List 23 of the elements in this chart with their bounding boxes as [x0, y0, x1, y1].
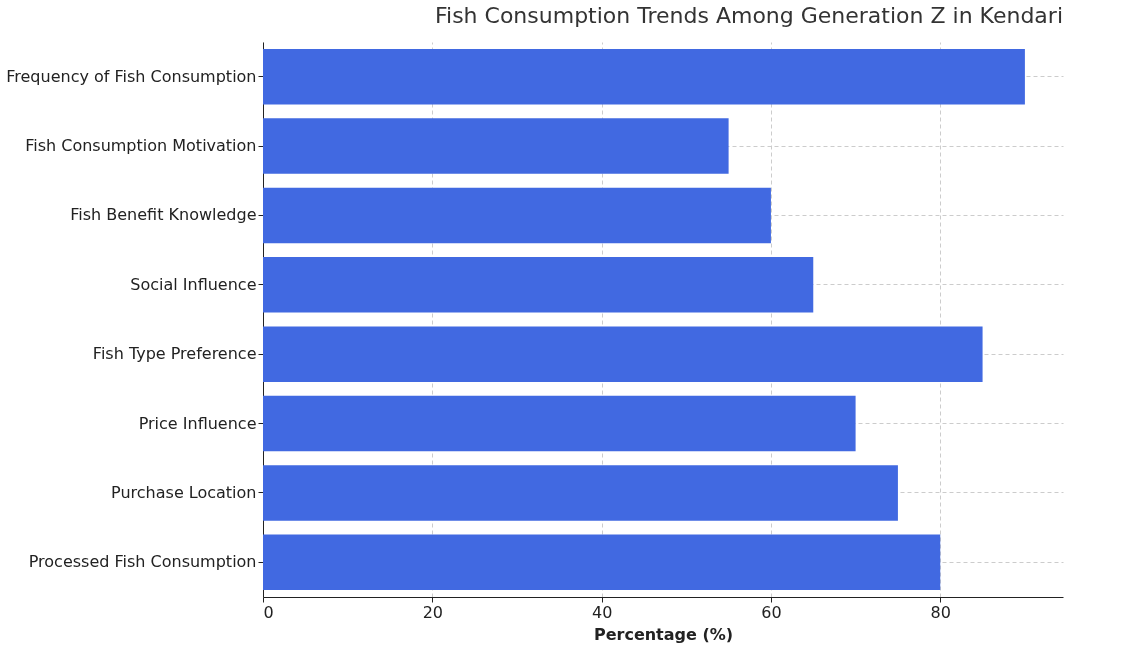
bar [263, 534, 941, 591]
x-tick-label: 80 [930, 602, 951, 622]
x-axis-title: Percentage (%) [593, 624, 734, 644]
y-tick-label: Purchase Location [111, 482, 257, 502]
bar [263, 187, 771, 244]
bar [263, 395, 856, 452]
x-tick-label: 0 [263, 602, 274, 622]
chart-title: Fish Consumption Trends Among Generation Z in Kendari [434, 3, 1063, 28]
y-tick-label: Fish Consumption Motivation [25, 136, 257, 156]
y-tick-label: Processed Fish Consumption [28, 552, 257, 572]
bar [263, 118, 729, 174]
y-tick-label: Fish Benefit Knowledge [70, 205, 257, 225]
y-tick-label: Frequency of Fish Consumption [6, 66, 257, 86]
x-tick-label: 20 [422, 602, 443, 622]
y-tick-label: Social Influence [130, 274, 257, 294]
bar [263, 465, 898, 521]
bar [263, 257, 814, 313]
x-tick-label: 40 [591, 602, 613, 622]
y-tick-label: Fish Type Preference [92, 344, 257, 364]
x-tick-label: 60 [761, 602, 782, 622]
bar [263, 326, 983, 382]
bar [263, 48, 1025, 105]
y-tick-label: Price Influence [138, 413, 257, 433]
